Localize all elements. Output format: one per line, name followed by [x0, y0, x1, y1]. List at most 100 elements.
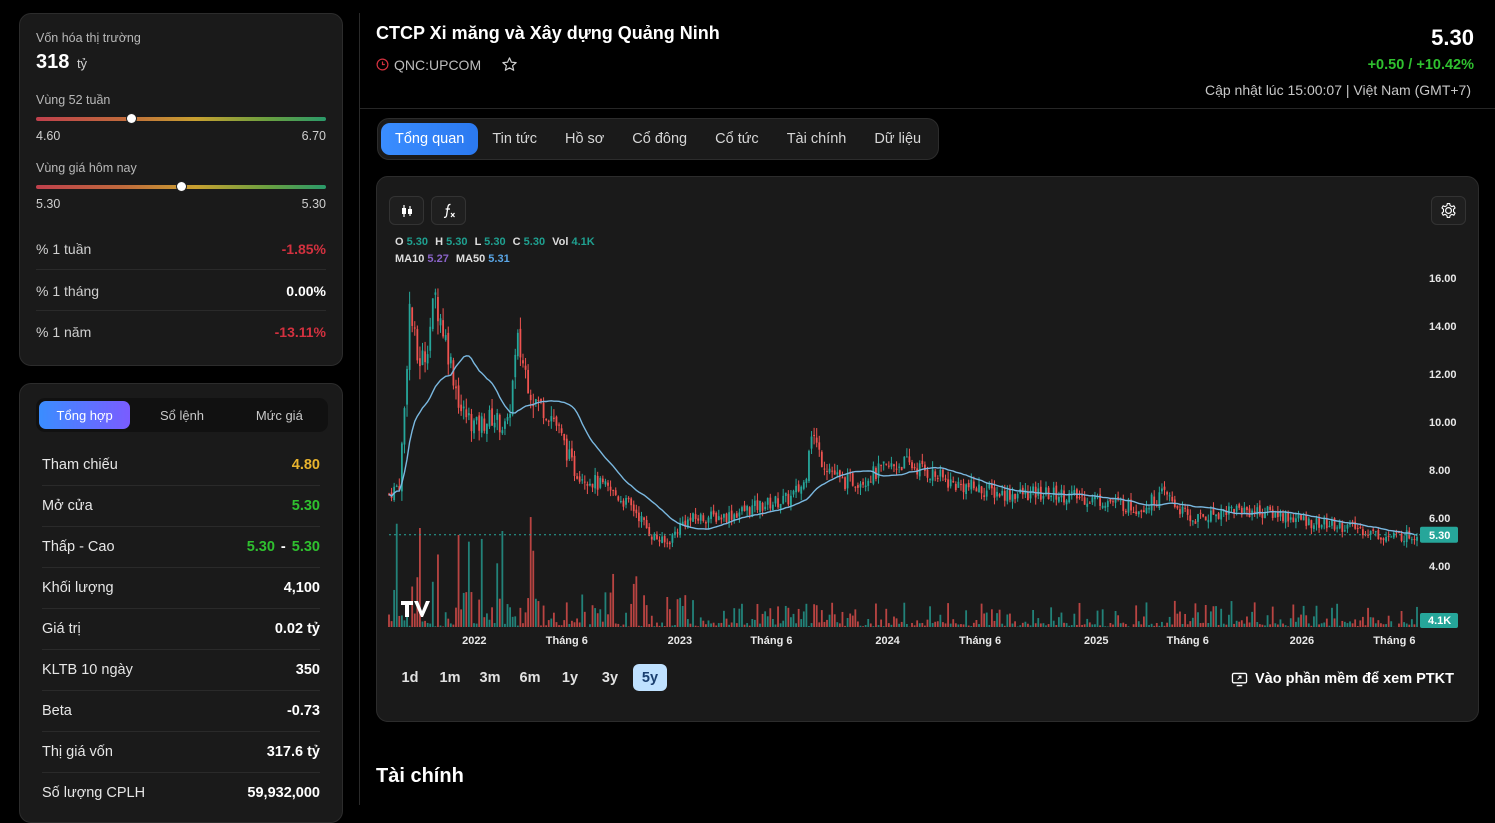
range-3m[interactable]: 3m — [469, 664, 511, 691]
candle-body — [1249, 508, 1251, 517]
legend-ma10: 5.27 — [427, 253, 448, 265]
range-1y[interactable]: 1y — [549, 664, 591, 691]
volume-bar — [757, 604, 759, 627]
candle-body — [973, 481, 975, 488]
candle-body — [762, 503, 764, 511]
volume-bar — [883, 626, 885, 627]
volume-bar — [988, 625, 990, 627]
volume-bar — [625, 613, 627, 627]
candle-body — [764, 507, 766, 509]
volume-bar — [914, 625, 916, 627]
candle-body — [790, 496, 792, 506]
open-ta-software-link[interactable]: Vào phần mềm để xem PTKT — [1231, 671, 1454, 687]
volume-bar — [396, 524, 398, 627]
tab-du-lieu[interactable]: Dữ liệu — [860, 123, 935, 155]
tab-tai-chinh[interactable]: Tài chính — [773, 123, 861, 155]
candle-body — [414, 327, 416, 328]
volume-bar — [1164, 626, 1166, 627]
volume-bar — [1097, 611, 1099, 627]
candle-body — [1055, 486, 1057, 500]
volume-bar — [1414, 624, 1416, 627]
range-6m[interactable]: 6m — [509, 664, 551, 691]
volume-bar — [762, 614, 764, 627]
volume-bar — [862, 626, 864, 627]
volume-bar — [398, 616, 400, 627]
volume-bar — [674, 625, 676, 627]
candle-body — [700, 514, 702, 520]
candle-body — [898, 467, 900, 468]
candle-body — [1390, 537, 1392, 538]
volume-bar — [1135, 605, 1137, 627]
volume-bar — [968, 626, 970, 627]
volume-bar — [1223, 624, 1225, 627]
price-chart[interactable]: 16.0014.0012.0010.008.006.004.005.304.1K… — [377, 177, 1478, 657]
volume-bar — [1264, 625, 1266, 627]
volume-bar — [1122, 623, 1124, 627]
volume-bar — [1146, 602, 1148, 627]
volume-bar — [653, 626, 655, 627]
volume-bar — [1189, 621, 1191, 627]
candle-body — [672, 534, 674, 543]
volume-bar — [720, 623, 722, 627]
tab-tong-hop[interactable]: Tổng hợp — [39, 401, 130, 429]
volume-bar — [1066, 623, 1068, 627]
volume-bar — [700, 617, 702, 627]
candle-body — [934, 471, 936, 476]
candle-body — [901, 467, 903, 470]
range-5y[interactable]: 5y — [633, 664, 667, 691]
volume-bar — [597, 613, 599, 627]
candlestick-button[interactable] — [389, 196, 424, 225]
candle-body — [1089, 503, 1091, 504]
tab-co-dong[interactable]: Cổ đông — [618, 123, 701, 155]
chart-settings-button[interactable] — [1431, 196, 1466, 225]
candle-body — [927, 470, 929, 478]
tab-co-tuc[interactable]: Cổ tức — [701, 123, 773, 155]
tab-so-lenh[interactable]: Sổ lệnh — [136, 401, 227, 429]
volume-bar — [1117, 615, 1119, 627]
volume-bar — [1277, 624, 1279, 627]
candle-body — [965, 484, 967, 494]
volume-bar — [1251, 612, 1253, 627]
volume-bar — [1143, 616, 1145, 627]
legend-open: 5.30 — [407, 236, 428, 248]
candle-body — [1171, 497, 1173, 501]
volume-bar — [695, 626, 697, 627]
volume-bar — [1094, 624, 1096, 627]
tab-tong-quan[interactable]: Tổng quan — [381, 123, 478, 155]
tab-muc-gia[interactable]: Mức giá — [234, 401, 325, 429]
volume-bar — [736, 623, 738, 627]
header-divider — [360, 108, 1495, 109]
volume-bar — [1089, 622, 1091, 627]
volume-bar — [1383, 624, 1385, 627]
candle-body — [491, 408, 493, 425]
range-1m[interactable]: 1m — [429, 664, 471, 691]
volume-label: 4.1K — [1428, 615, 1451, 627]
volume-bar — [690, 624, 692, 627]
volume-bar — [553, 613, 555, 627]
volume-bar — [463, 593, 465, 627]
candle-body — [805, 479, 807, 483]
indicators-button[interactable] — [431, 196, 466, 225]
volume-bar — [991, 609, 993, 627]
volume-bar — [1267, 615, 1269, 627]
tab-ho-so[interactable]: Hồ sơ — [551, 123, 618, 155]
candle-body — [1192, 521, 1194, 522]
tab-tin-tuc[interactable]: Tin tức — [478, 123, 551, 155]
volume-bar — [1380, 623, 1382, 627]
candle-body — [550, 416, 552, 421]
volume-bar — [805, 604, 807, 627]
volume-bar — [1048, 624, 1050, 627]
pct-1w-label: % 1 tuần — [36, 241, 91, 257]
star-icon[interactable] — [501, 56, 518, 73]
candle-body — [483, 419, 485, 431]
low-high-label: Thấp - Cao — [42, 539, 115, 555]
candle-body — [584, 482, 586, 483]
candle-body — [540, 399, 542, 402]
volume-bar — [566, 602, 568, 627]
candle-body — [447, 333, 449, 365]
volume-bar — [1182, 624, 1184, 627]
range-1d[interactable]: 1d — [389, 664, 431, 691]
pct-1y-label: % 1 năm — [36, 324, 91, 340]
volume-bar — [447, 619, 449, 627]
range-3y[interactable]: 3y — [589, 664, 631, 691]
